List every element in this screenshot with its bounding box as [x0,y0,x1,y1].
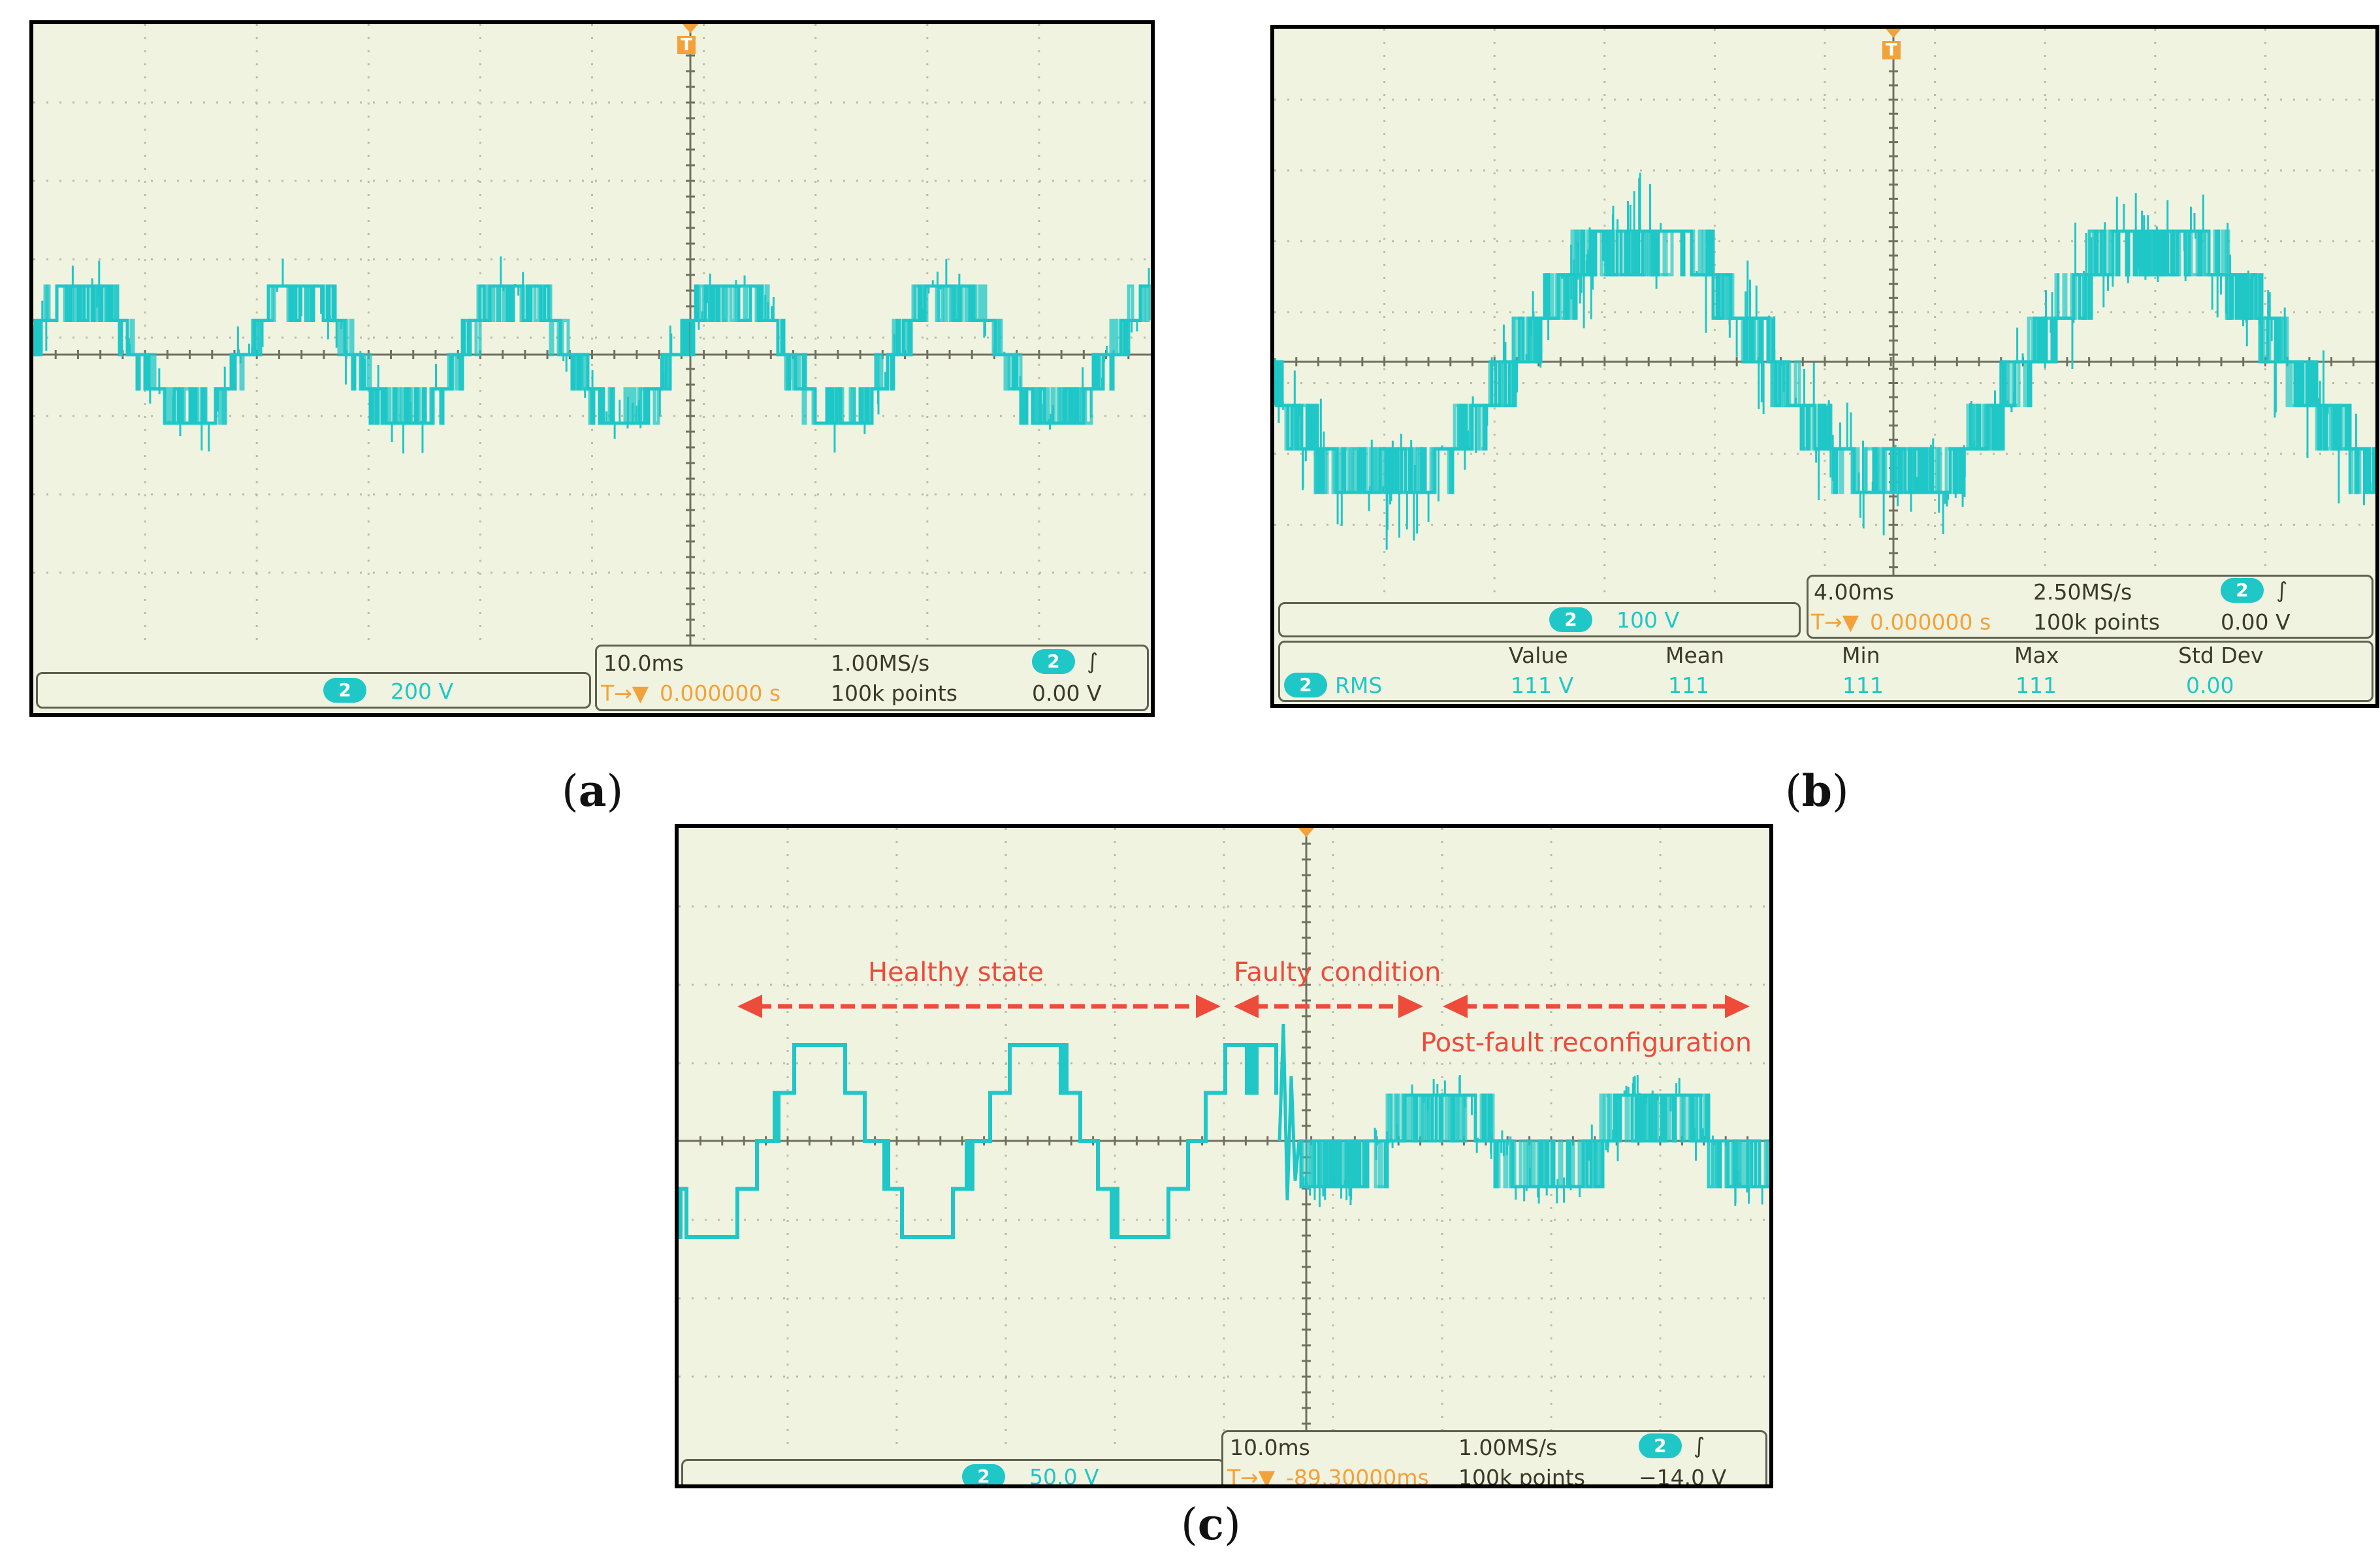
trigger-slope-icon: ∫ [1694,1433,1705,1458]
measure-header-stddev: Std Dev [2178,643,2264,668]
measure-max: 111 [2016,673,2057,698]
caption-open: ( [1785,766,1802,816]
trigger-channel-badge: 2 [2221,578,2264,603]
channel-scale: 200 V [391,679,454,704]
scope-panel-a: 2 200 V 10.0ms 1.00MS/s 2 ∫ T→▼ 0.000000… [29,20,1155,717]
horizontal-position: -89.30000ms [1286,1465,1429,1488]
sample-rate: 1.00MS/s [1458,1435,1558,1460]
waveform-trace [1274,229,2375,494]
faulty-arrow-head-right [1398,995,1423,1018]
position-icon: T→▼ [601,680,649,706]
measure-header-min: Min [1842,643,1880,668]
faulty-arrow-head-left [1234,995,1259,1018]
channel-scale-box: 2 100 V [1278,602,1801,637]
measurement-box: Value Mean Min Max Std Dev 2 RMS 111 V 1… [1278,641,2373,702]
plot-area-a [33,24,1151,651]
scope-panel-b: 2 100 V 4.00ms 2.50MS/s 2 ∫ T→▼ 0.000000… [1270,25,2379,708]
post-fault-arrow-head-right [1725,995,1750,1018]
faulty-post-trace [1299,1093,1769,1189]
scope-panel-c: Healthy state Faulty condition Post-faul… [675,824,1773,1488]
sample-rate: 1.00MS/s [831,650,930,676]
healthy-arrow-head-left [737,995,762,1018]
timebase: 4.00ms [1814,579,1894,605]
channel-badge: 2 [1549,607,1592,632]
caption-open: ( [562,766,579,816]
measure-header-max: Max [2014,643,2059,668]
timebase: 10.0ms [603,650,684,676]
horizontal-position: 0.000000 s [1870,609,1991,635]
measure-value: 111 V [1511,673,1574,698]
timebase-box: 10.0ms 1.00MS/s 2 ∫ T→▼ -89.30000ms 100k… [1221,1430,1767,1488]
horizontal-position: 0.000000 s [660,680,781,706]
caption-close: ) [1831,766,1849,816]
measure-channel-badge: 2 [1284,673,1327,697]
fault-spike [1278,1023,1301,1201]
record-length: 100k points [2033,609,2160,635]
caption-c: (c) [1181,1499,1241,1550]
caption-letter: a [578,765,607,816]
caption-open: ( [1181,1499,1198,1550]
trigger-marker-a: T [677,36,696,54]
caption-a: (a) [562,765,623,816]
caption-close: ) [1223,1499,1241,1550]
channel-scale-box: 2 50.0 V [681,1459,1225,1488]
channel-scale-box: 2 200 V [36,672,591,709]
timebase-box: 10.0ms 1.00MS/s 2 ∫ T→▼ 0.000000 s 100k … [595,645,1149,711]
measure-type: RMS [1335,673,1383,698]
trigger-slope-icon: ∫ [2276,577,2288,603]
annotation-healthy: Healthy state [868,957,1044,987]
trigger-channel-badge: 2 [1032,649,1075,674]
trigger-arrow-icon [1886,29,1901,38]
caption-letter: b [1801,765,1832,816]
trigger-arrow-icon [683,24,698,33]
record-length: 100k points [1458,1465,1585,1488]
channel-badge: 2 [962,1464,1005,1484]
measure-header-value: Value [1509,643,1568,668]
plot-area-b [1274,29,2375,596]
measure-stddev: 0.00 [2186,673,2234,698]
trigger-level: −14.0 V [1639,1465,1727,1488]
trigger-level: 0.00 V [1032,680,1102,706]
caption-letter: c [1197,1499,1224,1550]
channel-scale: 100 V [1616,607,1680,633]
trigger-marker-b: T [1882,41,1901,59]
post-fault-arrow-head-left [1443,995,1468,1018]
trigger-channel-badge: 2 [1639,1433,1682,1458]
record-length: 100k points [831,680,957,706]
timebase: 10.0ms [1230,1435,1310,1460]
measure-mean: 111 [1668,673,1709,698]
channel-scale: 50.0 V [1029,1464,1099,1488]
measure-header-mean: Mean [1665,643,1724,668]
caption-close: ) [606,766,624,816]
healthy-arrow-head-right [1196,995,1221,1018]
position-icon: T→▼ [1227,1465,1276,1488]
plot-area-c [679,828,1769,1455]
measure-min: 111 [1842,673,1884,698]
annotation-faulty: Faulty condition [1234,957,1441,987]
position-icon: T→▼ [1811,609,1859,635]
healthy-trace [679,1043,1278,1239]
trigger-level: 0.00 V [2221,609,2291,635]
caption-b: (b) [1785,765,1849,816]
sample-rate: 2.50MS/s [2033,579,2132,605]
timebase-box: 4.00ms 2.50MS/s 2 ∫ T→▼ 0.000000 s 100k … [1807,575,2373,639]
trigger-arrow-icon [1298,828,1314,837]
channel-badge: 2 [323,678,366,703]
annotation-post-fault: Post-fault reconfiguration [1421,1028,1752,1058]
trigger-slope-icon: ∫ [1087,648,1099,674]
